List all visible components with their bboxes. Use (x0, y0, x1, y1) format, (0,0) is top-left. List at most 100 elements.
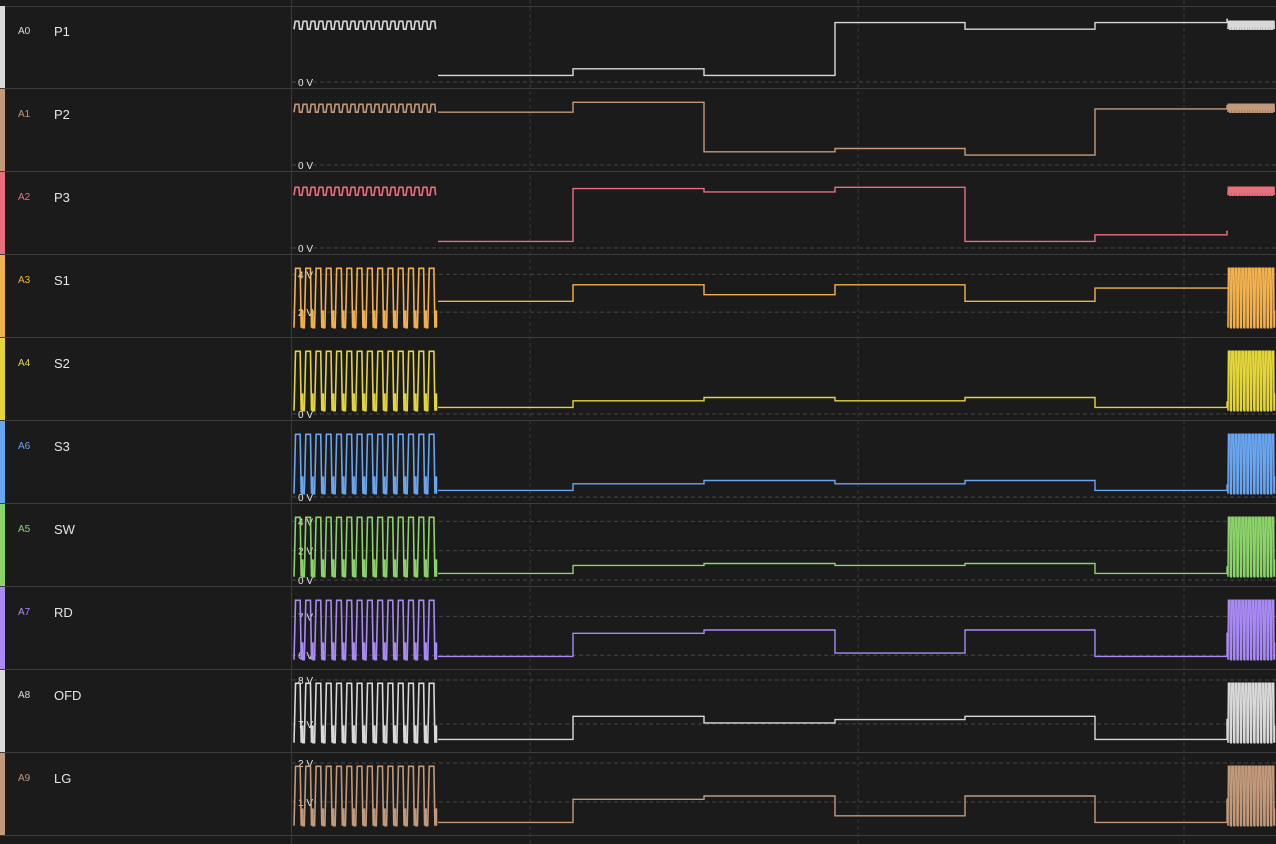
waveform-a2: 0 V (292, 186, 1276, 255)
signal-burst (293, 267, 438, 329)
channel-name: SW (54, 522, 75, 537)
channel-label-a6[interactable]: A6 S3 (0, 421, 291, 503)
signal-burst (293, 433, 438, 495)
signal-burst (293, 682, 438, 744)
waveform-a7: 7 V6 V (292, 599, 1276, 662)
channel-id: A2 (18, 192, 31, 203)
voltage-tick-label: 0 V (298, 576, 313, 587)
channel-row-a1: A1 P2 (0, 89, 1276, 172)
channel-label-a4[interactable]: A4 S2 (0, 338, 291, 420)
signal-burst (1227, 186, 1276, 196)
signal-burst (293, 765, 438, 827)
waveform-a8: 8 V 7 V (292, 676, 1276, 744)
channel-row-a4: A4 S2 (0, 338, 1276, 421)
waveform-a9: 2 V 1 V (292, 759, 1276, 827)
voltage-tick-label: 2 V (298, 759, 313, 770)
channel-id: A9 (18, 773, 31, 784)
channel-color-bar (0, 753, 5, 835)
waveform-a3: 4 V2 V (292, 267, 1276, 329)
voltage-tick-label: 0 V (298, 493, 313, 504)
signal-burst (293, 186, 437, 196)
channel-label-a7[interactable]: A7 RD (0, 587, 291, 669)
signal-burst (1227, 267, 1276, 329)
channel-row-a3: A3 S1 (0, 255, 1276, 338)
channel-name: RD (54, 605, 73, 620)
channel-label-a3[interactable]: A3 S1 (0, 255, 291, 337)
channel-label-a8[interactable]: A8 OFD (0, 670, 291, 752)
channel-id: A1 (18, 109, 31, 120)
signal-burst (293, 103, 437, 113)
channel-id: A8 (18, 690, 31, 701)
signal-trace (438, 101, 1228, 156)
channel-row-a0: A0 P1 (0, 6, 1276, 89)
signal-burst (1227, 20, 1276, 30)
signal-burst (293, 20, 437, 30)
voltage-tick-label: 2 V (298, 308, 313, 319)
channel-color-bar (0, 421, 5, 503)
channel-row-a6: A6 S3 (0, 421, 1276, 504)
signal-burst (293, 516, 438, 578)
channel-id: A6 (18, 441, 31, 452)
channel-label-a2[interactable]: A2 P3 (0, 172, 291, 254)
channel-label-a9[interactable]: A9 LG (0, 753, 291, 835)
voltage-tick-label: 6 V (298, 651, 313, 662)
voltage-tick-label: 1 V (298, 798, 313, 809)
voltage-tick-label: 0 V (298, 410, 313, 421)
signal-burst (1227, 516, 1276, 578)
signal-burst (293, 599, 438, 661)
channel-color-bar (0, 255, 5, 337)
channel-color-bar (0, 6, 5, 88)
channel-color-bar (0, 504, 5, 586)
channel-row-a5: A5 SW (0, 504, 1276, 587)
channel-label-a1[interactable]: A1 P2 (0, 89, 291, 171)
channel-label-a0[interactable]: A0 P1 (0, 6, 291, 88)
signal-trace (438, 562, 1228, 575)
signal-trace (438, 396, 1228, 409)
channel-name: P1 (54, 24, 70, 39)
voltage-tick-label: 0 V (298, 161, 313, 172)
voltage-tick-label: 7 V (298, 720, 313, 731)
voltage-tick-label: 0 V (298, 78, 313, 89)
time-ruler-line (0, 6, 1276, 7)
channel-row-a9: A9 LG (0, 753, 1276, 836)
signal-burst (293, 350, 438, 412)
signal-burst (1227, 682, 1276, 744)
waveform-a5: 4 V2 V0 V (292, 516, 1276, 587)
signal-trace (438, 186, 1228, 243)
channel-name: S1 (54, 273, 70, 288)
waveform-a6: 0 V (292, 433, 1276, 504)
signal-burst (1227, 103, 1276, 113)
channel-label-a5[interactable]: A5 SW (0, 504, 291, 586)
waveform-a0: 0 V (292, 18, 1276, 89)
channel-id: A5 (18, 524, 31, 535)
channel-color-bar (0, 338, 5, 420)
waveform-a1: 0 V (292, 101, 1276, 172)
signal-burst (1227, 765, 1276, 827)
channel-row-a7: A7 RD (0, 587, 1276, 670)
channel-color-bar (0, 587, 5, 669)
channel-row-a8: A8 OFD (0, 670, 1276, 753)
channel-id: A7 (18, 607, 31, 618)
channel-row-a2: A2 P3 (0, 172, 1276, 255)
signal-burst (1227, 433, 1276, 495)
signal-burst (1227, 599, 1276, 661)
signal-burst (1227, 350, 1276, 412)
channel-color-bar (0, 89, 5, 171)
waveform-a4: 0 V (292, 350, 1276, 421)
voltage-tick-label: 8 V (298, 676, 313, 687)
label-divider[interactable] (291, 0, 292, 844)
signal-trace (438, 479, 1228, 492)
channel-name: P2 (54, 107, 70, 122)
signal-trace (438, 18, 1228, 77)
waveform-area[interactable]: 0 V0 V0 V4 V2 V0 V0 V4 V2 V0 V7 V6 V8 V7… (292, 0, 1276, 844)
signal-trace (438, 629, 1228, 658)
channel-name: OFD (54, 688, 82, 703)
signal-trace (438, 795, 1228, 824)
channel-name: P3 (54, 190, 70, 205)
channel-name: S3 (54, 439, 70, 454)
channel-name: LG (54, 771, 72, 786)
channel-id: A4 (18, 358, 31, 369)
signal-trace (438, 715, 1228, 741)
signal-trace (438, 284, 1228, 302)
